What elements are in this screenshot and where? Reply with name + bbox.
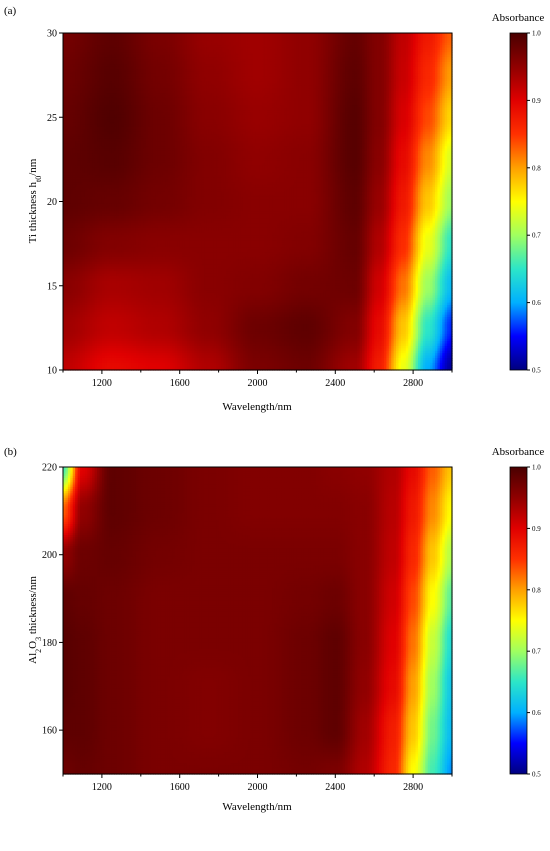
heatmap-a-cells [63,33,453,371]
panel-a-label: (a) [4,5,17,17]
